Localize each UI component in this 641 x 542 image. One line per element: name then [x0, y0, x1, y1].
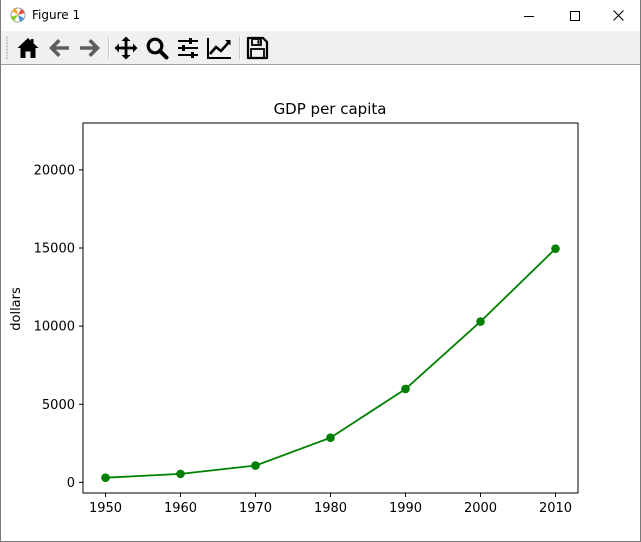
y-tick-label: 10000: [34, 320, 75, 335]
edit-curves-button[interactable]: [206, 35, 232, 61]
forward-icon: [80, 39, 100, 57]
figure-canvas[interactable]: GDP per capita dollars 1950 1960 1970 1980 1…: [1, 65, 640, 541]
data-point: [326, 433, 335, 442]
pan-icon: [114, 36, 138, 60]
toolbar-grip[interactable]: [6, 36, 8, 59]
minimize-button[interactable]: [506, 0, 552, 31]
back-button[interactable]: [46, 35, 72, 61]
x-tick-label: 1980: [314, 501, 347, 516]
maximize-button[interactable]: [552, 0, 598, 31]
data-point: [101, 473, 110, 482]
navigation-toolbar: [1, 31, 640, 65]
home-icon: [17, 38, 39, 58]
forward-button[interactable]: [77, 35, 103, 61]
x-tick-label: 1950: [89, 501, 122, 516]
axes-frame: [82, 122, 579, 494]
zoom-button[interactable]: [144, 35, 170, 61]
edit-curves-icon: [207, 38, 231, 59]
data-point: [476, 317, 485, 326]
pan-button[interactable]: [113, 35, 139, 61]
subplots-icon: [178, 38, 198, 58]
y-axis-label: dollars: [9, 287, 24, 331]
series-gdp: [101, 244, 560, 482]
series-line: [105, 248, 557, 479]
zoom-icon: [146, 37, 169, 60]
chart-title: GDP per capita: [274, 100, 387, 118]
data-point: [551, 244, 560, 253]
save-button[interactable]: [244, 35, 270, 61]
x-tick-label: 1970: [239, 501, 272, 516]
data-point: [251, 461, 260, 470]
close-button[interactable]: [595, 0, 641, 31]
x-tick-label: 1960: [164, 501, 197, 516]
data-point: [401, 384, 410, 394]
x-tick-label: 2000: [464, 501, 497, 516]
back-icon: [49, 39, 69, 57]
save-icon: [246, 36, 269, 60]
x-axis: 1950 1960 1970 1980 1990 2000 2010: [89, 493, 572, 516]
y-tick-label: 15000: [34, 242, 75, 257]
window-title: Figure 1: [32, 8, 81, 22]
minimize-icon: [524, 15, 534, 17]
home-button[interactable]: [15, 35, 41, 61]
maximize-icon: [570, 10, 580, 21]
y-axis: 0 5000 10000 15000 20000: [34, 163, 83, 491]
y-tick-label: 20000: [34, 163, 75, 178]
x-tick-label: 1990: [389, 501, 422, 516]
matplotlib-logo-icon: [10, 7, 26, 23]
toolbar-separator: [108, 37, 110, 59]
title-bar[interactable]: Figure 1: [1, 0, 640, 31]
close-icon: [612, 10, 624, 21]
line-chart: GDP per capita dollars 1950 1960 1970 1980 1…: [9, 100, 579, 516]
subplots-button[interactable]: [175, 35, 201, 61]
x-tick-label: 2010: [539, 501, 572, 516]
y-tick-label: 5000: [42, 398, 75, 413]
data-point: [176, 469, 185, 479]
y-tick-label: 0: [67, 476, 75, 491]
toolbar-separator: [239, 37, 241, 59]
